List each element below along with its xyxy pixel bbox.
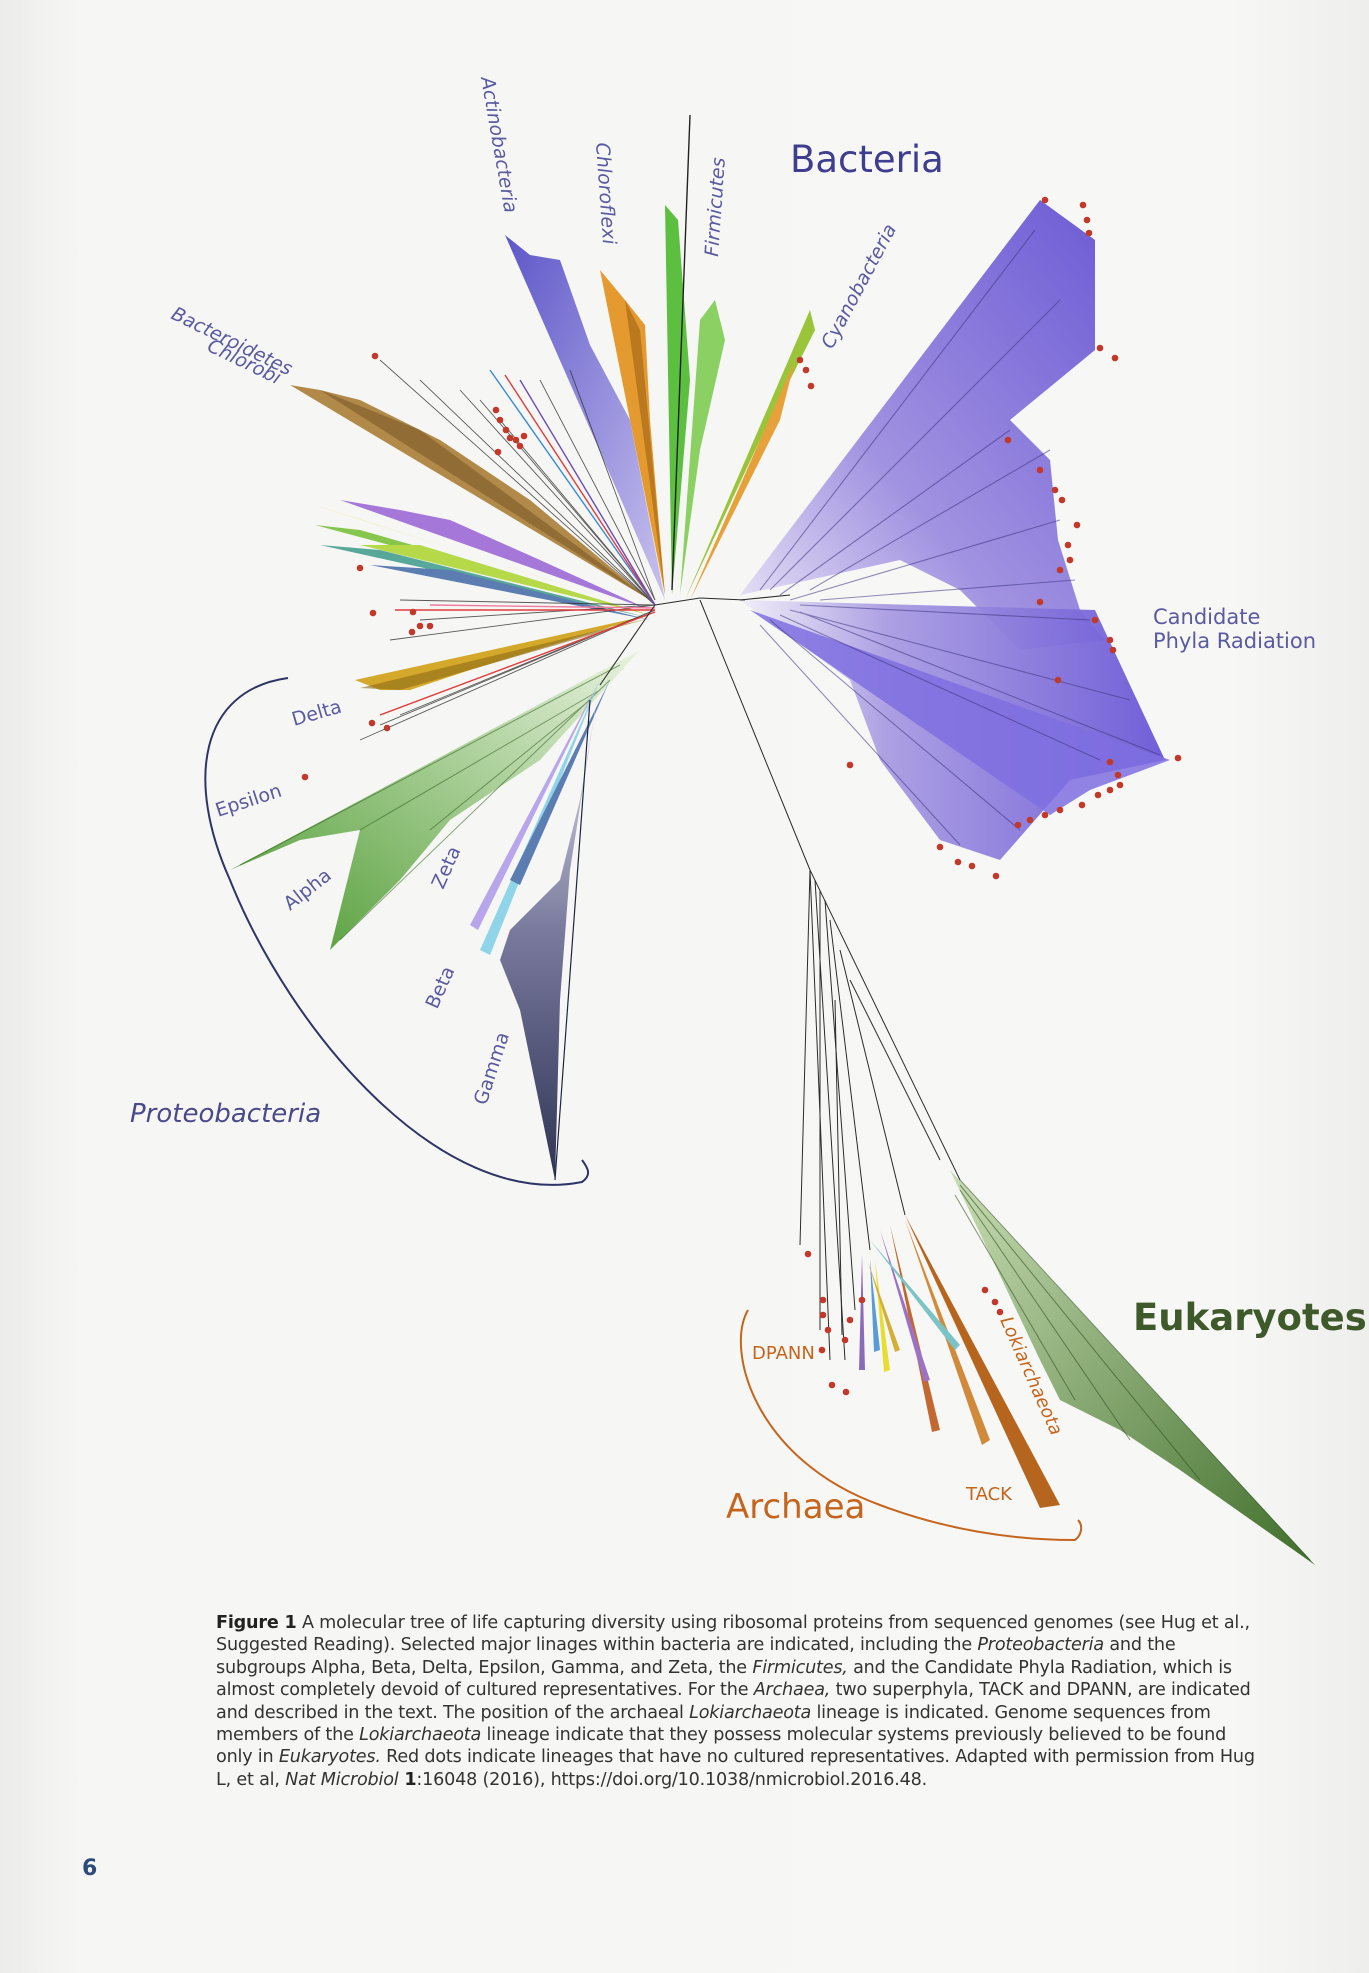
caption-emphasis: Archaea, [753, 1680, 831, 1701]
chloroflexi-label: Chloroflexi [591, 142, 620, 246]
caption-text: and the Candidate Phyla Radiation, which… [216, 1657, 1232, 1701]
caption-text: A molecular tree of life capturing diver… [216, 1613, 1250, 1656]
caption-text: :16048 (2016), https://doi.org/10.1038/n… [416, 1769, 928, 1790]
caption-text: lineage indicate that they possess molec… [216, 1725, 1227, 1768]
caption-emphasis: Lokiarchaeota [359, 1725, 482, 1746]
caption-text: lineage is indicated. Genome sequences f… [216, 1702, 1211, 1746]
bacteria-label: Bacteria [790, 138, 944, 181]
figure-number: Figure 1 [216, 1613, 297, 1633]
archaea-label: Archaea [726, 1487, 865, 1527]
figure-caption: Figure 1 A molecular tree of life captur… [216, 1612, 1256, 1791]
caption-emphasis: Lokiarchaeota [689, 1702, 812, 1723]
page-number: 6 [82, 1856, 98, 1881]
dpann-label: DPANN [752, 1343, 815, 1364]
delta-label: Delta [289, 696, 344, 731]
cpr-clade [740, 200, 1170, 860]
proteobacteria-label: Proteobacteria [130, 1099, 321, 1129]
caption-text: two superphyla, TACK and DPANN, are indi… [216, 1680, 1251, 1723]
gamma-label: Gamma [470, 1029, 514, 1107]
caption-emphasis: Proteobacteria [977, 1635, 1104, 1656]
cpr-label-line1: Candidate [1153, 605, 1260, 629]
eukaryotes-label: Eukaryotes [1133, 1296, 1367, 1339]
firmicutes-label: Firmicutes [701, 157, 730, 258]
caption-text: and the subgroups Alpha, Beta, Delta, Ep… [216, 1635, 1176, 1678]
caption-emphasis: Firmicutes, [752, 1657, 848, 1678]
caption-volume: 1 [398, 1769, 417, 1790]
tree-of-life-figure: Bacteria Eukaryotes Archaea Candidate Ph… [130, 73, 1367, 1565]
alpha-label: Alpha [280, 864, 336, 915]
uncultured-red-dots [301, 196, 1182, 1396]
beta-label: Beta [421, 963, 459, 1012]
proteobacteria-bracket [204, 677, 589, 1186]
archaea-bracket [739, 1309, 1083, 1542]
caption-emphasis: Eukaryotes. [278, 1747, 381, 1768]
archaea-eukaryote-clades [699, 599, 1315, 1565]
caption-emphasis: Nat Microbiol [285, 1769, 399, 1790]
cpr-label-line2: Phyla Radiation [1153, 629, 1316, 653]
tack-label: TACK [965, 1484, 1013, 1505]
cyanobacteria-label: Cyanobacteria [817, 220, 901, 352]
epsilon-label: Epsilon [213, 780, 285, 822]
actinobacteria-label: Actinobacteria [476, 73, 522, 215]
bacteria-upper-clades [230, 114, 815, 1181]
caption-text: Red dots indicate lineages that have no … [216, 1747, 1255, 1790]
